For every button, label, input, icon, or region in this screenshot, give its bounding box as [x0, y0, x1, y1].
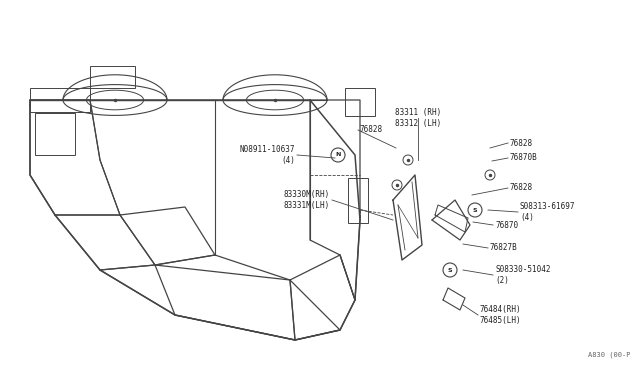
- Text: 76484(RH)
76485(LH): 76484(RH) 76485(LH): [480, 305, 522, 325]
- Bar: [30, 88, 90, 112]
- Bar: [348, 178, 368, 223]
- Text: 76827B: 76827B: [490, 244, 518, 253]
- Text: 76870B: 76870B: [510, 154, 538, 163]
- Text: S: S: [473, 208, 477, 212]
- Text: S08330-51042
(2): S08330-51042 (2): [495, 265, 550, 285]
- Text: 76828: 76828: [510, 138, 533, 148]
- Text: N08911-10637
(4): N08911-10637 (4): [239, 145, 295, 165]
- Bar: [35, 113, 75, 155]
- Text: 83311 (RH)
83312 (LH): 83311 (RH) 83312 (LH): [395, 108, 441, 128]
- Text: S: S: [448, 267, 452, 273]
- Bar: [90, 66, 135, 88]
- Text: 76870: 76870: [495, 221, 518, 230]
- Text: 76828: 76828: [360, 125, 383, 135]
- Text: 83330M(RH)
83331M(LH): 83330M(RH) 83331M(LH): [284, 190, 330, 210]
- Text: A830 (00-P: A830 (00-P: [588, 352, 630, 358]
- Text: 76828: 76828: [510, 183, 533, 192]
- Bar: [345, 88, 375, 116]
- Text: N: N: [335, 153, 340, 157]
- Text: S08313-61697
(4): S08313-61697 (4): [520, 202, 575, 222]
